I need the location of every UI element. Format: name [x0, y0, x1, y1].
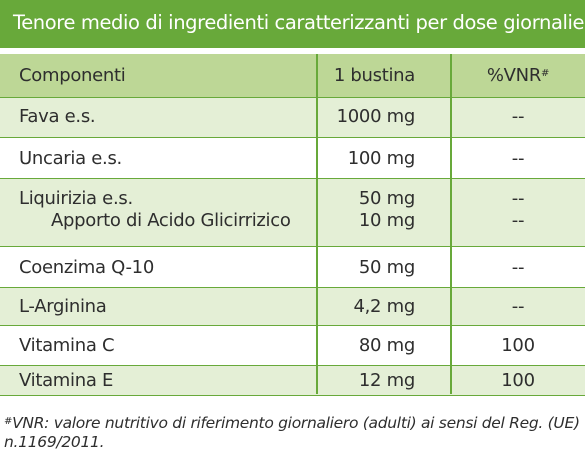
row-name: Fava e.s.	[19, 106, 96, 127]
row-sub-dose: 10 mg	[358, 210, 415, 231]
row-vnr: 100	[501, 370, 535, 391]
table-row: Fava e.s. 1000 mg --	[0, 98, 585, 138]
table-row: Uncaria e.s. 100 mg --	[0, 138, 585, 179]
nutrition-table: Componenti 1 bustina %VNR# Fava e.s. 100…	[0, 54, 585, 396]
row-dose: 50 mg	[358, 188, 415, 209]
footnote: #VNR: valore nutritivo di riferimento gi…	[4, 414, 582, 452]
table-title: Tenore medio di ingredienti caratterizza…	[0, 0, 585, 48]
row-name: Uncaria e.s.	[19, 148, 122, 169]
column-divider	[316, 54, 318, 394]
header-vnr-label: %VNR	[486, 65, 542, 86]
row-name: Vitamina C	[19, 335, 115, 356]
row-vnr: --	[511, 296, 525, 317]
table-row: Vitamina C 80 mg 100	[0, 326, 585, 366]
row-name: Liquirizia e.s.	[19, 188, 133, 209]
row-name: Vitamina E	[19, 370, 114, 391]
row-vnr: --	[511, 257, 525, 278]
row-dose: 12 mg	[358, 370, 415, 391]
footnote-text: VNR: valore nutritivo di riferimento gio…	[4, 414, 580, 451]
row-dose: 50 mg	[358, 257, 415, 278]
header-dose: 1 bustina	[333, 65, 415, 86]
row-vnr: --	[511, 148, 525, 169]
row-vnr: --	[511, 188, 525, 209]
row-dose: 80 mg	[358, 335, 415, 356]
column-divider	[450, 54, 452, 394]
row-name: L-Arginina	[19, 296, 107, 317]
header-component: Componenti	[19, 65, 126, 86]
row-dose: 100 mg	[347, 148, 416, 169]
table-row: L-Arginina 4,2 mg --	[0, 288, 585, 326]
row-vnr: 100	[501, 335, 535, 356]
table-row: Vitamina E 12 mg 100	[0, 366, 585, 396]
header-vnr: %VNR#	[453, 54, 583, 98]
row-dose: 1000 mg	[336, 106, 416, 127]
table-header-row: Componenti 1 bustina %VNR#	[0, 54, 585, 98]
row-dose: 4,2 mg	[353, 296, 415, 317]
row-sub-vnr: --	[511, 210, 525, 231]
row-sub-name: Apporto di Acido Glicirrizico	[51, 210, 291, 231]
table-row: Coenzima Q-10 50 mg --	[0, 247, 585, 288]
row-name: Coenzima Q-10	[19, 257, 154, 278]
footnote-mark: #	[4, 416, 13, 427]
table-row: Liquirizia e.s. 50 mg -- Apporto di Acid…	[0, 179, 585, 247]
row-vnr: --	[511, 106, 525, 127]
header-vnr-mark: #	[541, 68, 550, 79]
